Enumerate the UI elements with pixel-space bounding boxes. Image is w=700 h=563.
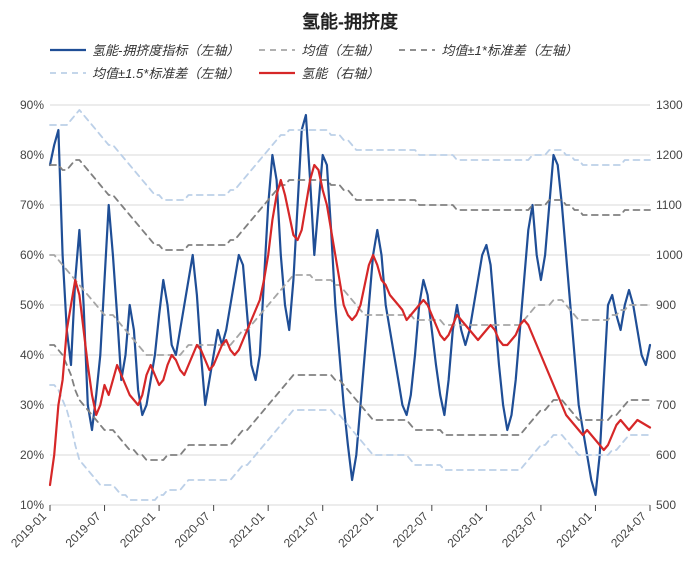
y-left-tick-label: 30% — [20, 398, 44, 412]
y-right-tick-label: 900 — [656, 298, 676, 312]
x-tick-label: 2022-07 — [390, 509, 431, 550]
y-left-tick-label: 90% — [20, 98, 44, 112]
y-left-tick-label: 10% — [20, 498, 44, 512]
y-left-tick-label: 80% — [20, 148, 44, 162]
x-tick-label: 2023-07 — [499, 509, 540, 550]
x-tick-label: 2020-01 — [117, 509, 158, 550]
y-right-tick-label: 1200 — [656, 148, 683, 162]
chart-root: 氢能-拥挤度 氢能-拥挤度指标（左轴）均值（左轴）均值±1*标准差（左轴）均值±… — [0, 0, 700, 563]
y-right-tick-label: 1300 — [656, 98, 683, 112]
y-left-tick-label: 70% — [20, 198, 44, 212]
x-tick-label: 2021-01 — [226, 509, 267, 550]
y-right-tick-label: 800 — [656, 348, 676, 362]
x-tick-label: 2021-07 — [281, 509, 322, 550]
chart-plot: 10% 20% 30% 40% 50% 60% 70% 80% 90% 500 600 700 800 9… — [0, 0, 700, 563]
x-tick-label: 2020-07 — [172, 509, 213, 550]
y-left-tick-label: 50% — [20, 298, 44, 312]
y-left-tick-label: 60% — [20, 248, 44, 262]
x-tick-label: 2024-07 — [608, 509, 649, 550]
y-right-tick-label: 700 — [656, 398, 676, 412]
y-right-tick-label: 1000 — [656, 248, 683, 262]
x-tick-label: 2019-01 — [8, 509, 49, 550]
x-tick-label: 2022-01 — [335, 509, 376, 550]
series-line — [50, 165, 650, 485]
y-right-tick-label: 600 — [656, 448, 676, 462]
y-left-tick-label: 20% — [20, 448, 44, 462]
x-tick-label: 2023-01 — [444, 509, 485, 550]
y-right-tick-label: 1100 — [656, 198, 682, 212]
x-tick-label: 2019-07 — [63, 509, 104, 550]
y-left-tick-label: 40% — [20, 348, 44, 362]
x-tick-label: 2024-01 — [554, 509, 595, 550]
y-right-tick-label: 500 — [656, 498, 676, 512]
